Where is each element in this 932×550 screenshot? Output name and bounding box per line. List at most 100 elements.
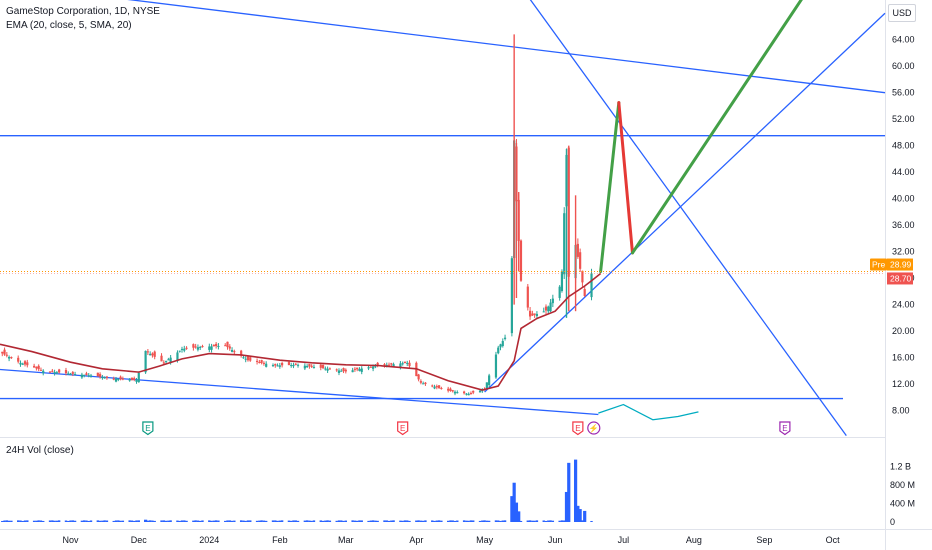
projection-up [599,101,621,273]
candle-body [372,366,375,369]
volume-bar [308,520,311,522]
symbol-title[interactable]: GameStop Corporation, 1D, NYSE [6,6,160,17]
volume-bar [160,520,163,522]
candle-body [583,288,586,296]
volume-bar [503,520,507,522]
volume-bar [167,520,170,522]
volume-bar [37,520,40,522]
candle-body [265,363,268,367]
pre-price-value: 28.99 [890,260,912,270]
volume-bar [578,509,582,522]
volume-bar [485,520,489,522]
candle-body [85,373,88,376]
volume-bar [162,520,166,522]
candle-body [53,371,56,374]
candle-body [103,377,106,379]
candle-body [26,362,29,366]
volume-bar [262,520,266,522]
candle-body [403,361,407,364]
volume-bar [87,520,90,522]
earnings-marker[interactable]: E [142,421,154,436]
candle-body [551,298,554,304]
time-axis: Nov Dec 2024 Feb Mar Apr May Jun Jul Aug Sep Oct [63,535,841,545]
price-tick-label: 8.00 [892,406,910,416]
candle-body [531,313,534,316]
volume-bar [258,520,261,522]
candle-body [33,365,36,368]
volume-bar [487,520,491,522]
volume-bar [424,520,427,522]
time-tick-label: Sep [756,535,772,545]
volume-bar [528,520,532,522]
candle-body [488,375,491,386]
volume-bar [35,520,38,522]
earnings-marker[interactable]: E [397,421,409,436]
volume-bar [280,520,284,522]
volume-bar [73,520,77,522]
candle-body [467,393,470,396]
volume-bar [510,496,514,522]
volume-bar [344,520,348,522]
volume-bar [199,520,202,522]
volume-bar [119,520,122,522]
volume-bar [472,520,475,522]
volume-bar [435,520,439,522]
candle-body [424,382,427,385]
volume-bar [563,520,566,522]
candle-body [422,383,425,385]
volume-bar [549,520,552,522]
candle-body [287,362,291,366]
candle-body [215,343,218,347]
earnings-marker[interactable]: E [779,421,791,436]
volume-bar [67,520,70,522]
candle-body [510,258,513,334]
candle-body [449,388,452,392]
volume-bar [26,520,29,522]
price-tick-label: 48.00 [892,141,915,151]
candle-body [437,385,441,389]
candle-body [128,379,131,381]
volume-bar [542,520,545,522]
volume-bar [164,520,168,522]
candle-body [201,346,204,348]
candle-body [1,351,4,354]
indicator-legend[interactable]: EMA (20, close, 5, SMA, 20) [6,20,132,31]
candle-body [503,337,507,339]
earnings-marker[interactable]: E [572,421,584,436]
price-tick-label: 36.00 [892,220,915,230]
candle-body [417,374,420,380]
earnings-marker[interactable]: ⚡ [587,421,601,435]
candle-body [463,391,466,394]
volume-bar [224,520,227,522]
currency-selector[interactable]: USD [888,4,916,22]
candle-body [64,370,68,374]
candle-body [406,362,409,364]
volume-bar [408,520,411,522]
candle-body [399,363,402,368]
candle-body [135,380,138,382]
volume-bar [71,520,75,522]
candle-body [130,377,134,380]
candle-body [87,375,90,377]
volume-bar [137,520,140,522]
volume-bar [324,520,327,522]
volume-bar [271,520,275,522]
volume-bar [249,520,252,522]
volume-legend[interactable]: 24H Vol (close) [6,445,74,456]
price-tick-label: 64.00 [892,35,915,45]
volume-bar [294,520,297,522]
volume-bar [153,520,156,522]
price-badges: Pre 28.99 28.70 [0,258,913,285]
candle-body [35,366,38,369]
candle-body [137,372,140,383]
volume-bar [326,520,329,522]
time-tick-label: Nov [63,535,80,545]
candle-body [176,352,179,361]
volume-bar [19,520,22,522]
volume-bar [383,520,386,522]
candle-body [21,363,24,365]
volume-bar [260,520,263,522]
candle-body [576,243,579,257]
candle-body [278,365,281,367]
